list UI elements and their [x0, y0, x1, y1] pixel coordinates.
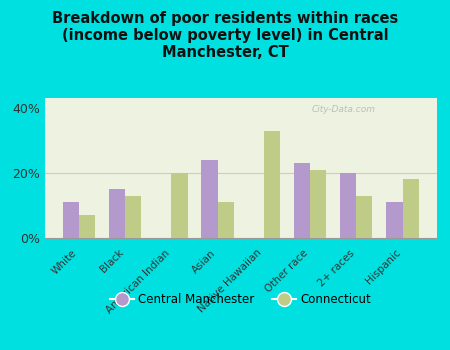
- Bar: [202, 160, 218, 238]
- Bar: [294, 163, 310, 238]
- Bar: [356, 196, 373, 238]
- Legend: Central Manchester, Connecticut: Central Manchester, Connecticut: [105, 288, 376, 310]
- Bar: [340, 173, 356, 238]
- Text: Breakdown of poor residents within races
(income below poverty level) in Central: Breakdown of poor residents within races…: [52, 10, 398, 60]
- Bar: [403, 180, 418, 238]
- Bar: [125, 196, 141, 238]
- Bar: [264, 131, 280, 238]
- Text: City-Data.com: City-Data.com: [311, 105, 375, 114]
- Bar: [63, 202, 79, 238]
- Bar: [171, 173, 188, 238]
- Bar: [218, 202, 234, 238]
- Bar: [79, 215, 95, 238]
- Bar: [109, 189, 125, 238]
- Bar: [310, 170, 326, 238]
- Bar: [387, 202, 403, 238]
